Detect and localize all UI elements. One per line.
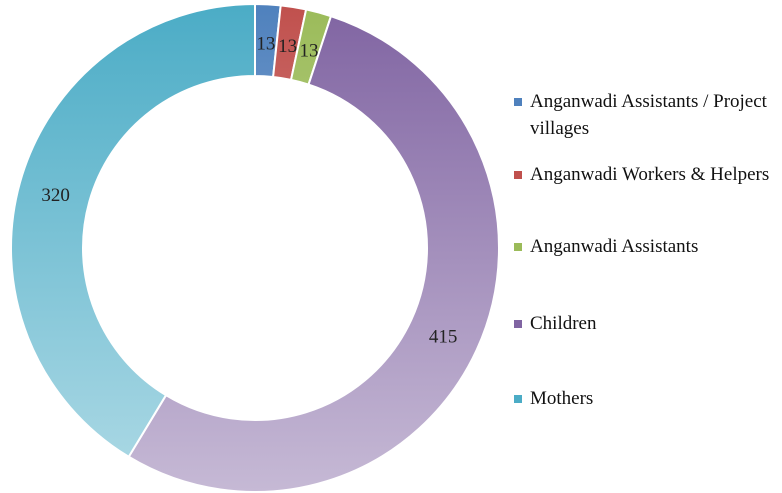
legend-label: Mothers [530,385,593,412]
page: 131313415320 Anganwadi Assistants / Proj… [0,0,782,493]
data-label: 13 [278,36,297,57]
legend-swatch [514,395,522,403]
legend-entry: Anganwadi Assistants [514,233,776,260]
legend-entry: Children [514,310,776,337]
data-label: 13 [299,41,318,62]
legend-swatch [514,171,522,179]
legend-swatch [514,320,522,328]
data-label: 13 [256,34,275,55]
legend-entry: Anganwadi Workers & Helpers [514,161,776,188]
legend-entry: Anganwadi Assistants / Project villages [514,88,776,142]
legend-label: Anganwadi Assistants / Project villages [530,88,776,142]
legend-entry: Mothers [514,385,776,412]
legend-label: Anganwadi Assistants [530,233,698,260]
legend-label: Children [530,310,597,337]
data-label: 320 [41,185,70,206]
data-label: 415 [429,327,458,348]
legend-swatch [514,243,522,251]
legend-label: Anganwadi Workers & Helpers [530,161,769,188]
legend-swatch [514,98,522,106]
donut-slice [11,4,255,457]
